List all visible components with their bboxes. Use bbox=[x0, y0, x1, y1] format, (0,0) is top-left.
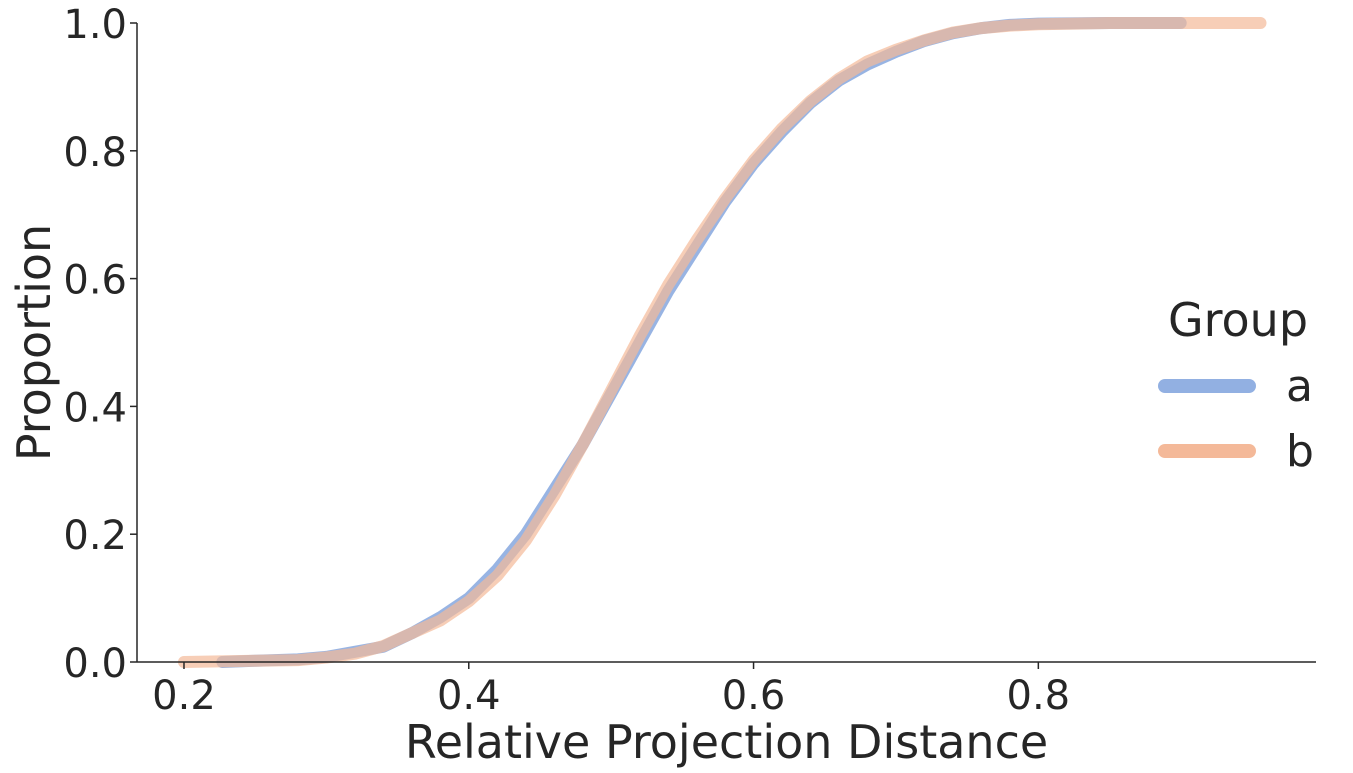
y-tick-label: 0.6 bbox=[63, 258, 127, 304]
x-tick-label: 0.4 bbox=[437, 673, 501, 719]
series-line-a bbox=[216, 17, 1187, 668]
series-line-b bbox=[178, 17, 1267, 668]
x-tick-label: 0.6 bbox=[722, 673, 786, 719]
plot-area bbox=[178, 17, 1267, 668]
y-tick-label: 0.0 bbox=[63, 641, 127, 687]
y-tick-label: 0.8 bbox=[63, 130, 127, 176]
y-tick-label: 0.4 bbox=[63, 385, 127, 431]
tick-marks: 0.2 0.4 0.6 0.8 0.0 0.2 0.4 0.6 0.8 1.0 bbox=[63, 2, 1070, 719]
legend-items: ab bbox=[1158, 361, 1314, 477]
y-tick-label: 0.2 bbox=[63, 513, 127, 559]
legend: Group ab bbox=[1158, 293, 1314, 477]
x-tick-label: 0.2 bbox=[152, 673, 216, 719]
legend-label-a: a bbox=[1286, 361, 1313, 412]
legend-label-b: b bbox=[1286, 426, 1314, 477]
y-axis-title: Proportion bbox=[7, 224, 61, 461]
x-tick-label: 0.8 bbox=[1007, 673, 1071, 719]
x-axis-title: Relative Projection Distance bbox=[405, 715, 1048, 769]
axes bbox=[136, 23, 1316, 663]
legend-title: Group bbox=[1168, 293, 1308, 347]
y-tick-label: 1.0 bbox=[63, 2, 127, 48]
